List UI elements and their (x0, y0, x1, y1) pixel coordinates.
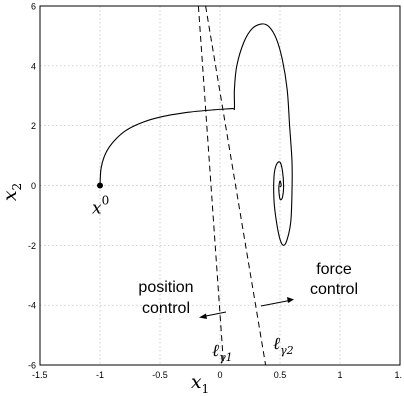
position-control-arrow (199, 311, 227, 319)
ell-gamma1-label: ℓγ1 (212, 341, 233, 364)
switching-lines (197, 5, 267, 366)
y-tick-label: 4 (31, 61, 36, 71)
x-tick-label: 1 (337, 370, 342, 380)
start-point-label: x0 (92, 194, 109, 219)
x-tick-label: -1.5 (32, 370, 48, 380)
force-label: force (316, 261, 352, 278)
y-tick-label: 0 (31, 181, 36, 191)
x-tick-label: 1. (394, 370, 402, 380)
force-control-arrow (260, 297, 294, 307)
force-control-label: control (310, 281, 358, 298)
x-tick-label: -1 (96, 370, 104, 380)
y-tick-label: -4 (28, 301, 36, 311)
x-tick-label: 0 (217, 370, 222, 380)
x-tick-labels: -1.5 -1 -0.5 0 0.5 1 1. (32, 370, 402, 380)
y-tick-label: 6 (31, 2, 36, 12)
y-axis-label: x2 (0, 183, 24, 201)
y-tick-label: -6 (28, 361, 36, 371)
trajectory (99, 23, 293, 246)
plot-frame (39, 5, 401, 366)
x-tick-label: 0.5 (274, 370, 287, 380)
y-tick-labels: 6 4 2 0 -2 -4 -6 (28, 2, 36, 371)
position-label: position (138, 279, 193, 296)
switching-line-2 (205, 5, 267, 366)
ell-gamma2-label: ℓγ2 (273, 334, 294, 357)
trajectory-curve (99, 23, 293, 246)
y-tick-label: -2 (28, 241, 36, 251)
position-control-label: control (142, 300, 190, 317)
y-tick-label: 2 (31, 121, 36, 131)
switching-line-1 (197, 5, 225, 366)
start-point-marker (97, 182, 103, 189)
x-axis-label: x1 (191, 371, 209, 396)
x-tick-label: -0.5 (152, 370, 168, 380)
